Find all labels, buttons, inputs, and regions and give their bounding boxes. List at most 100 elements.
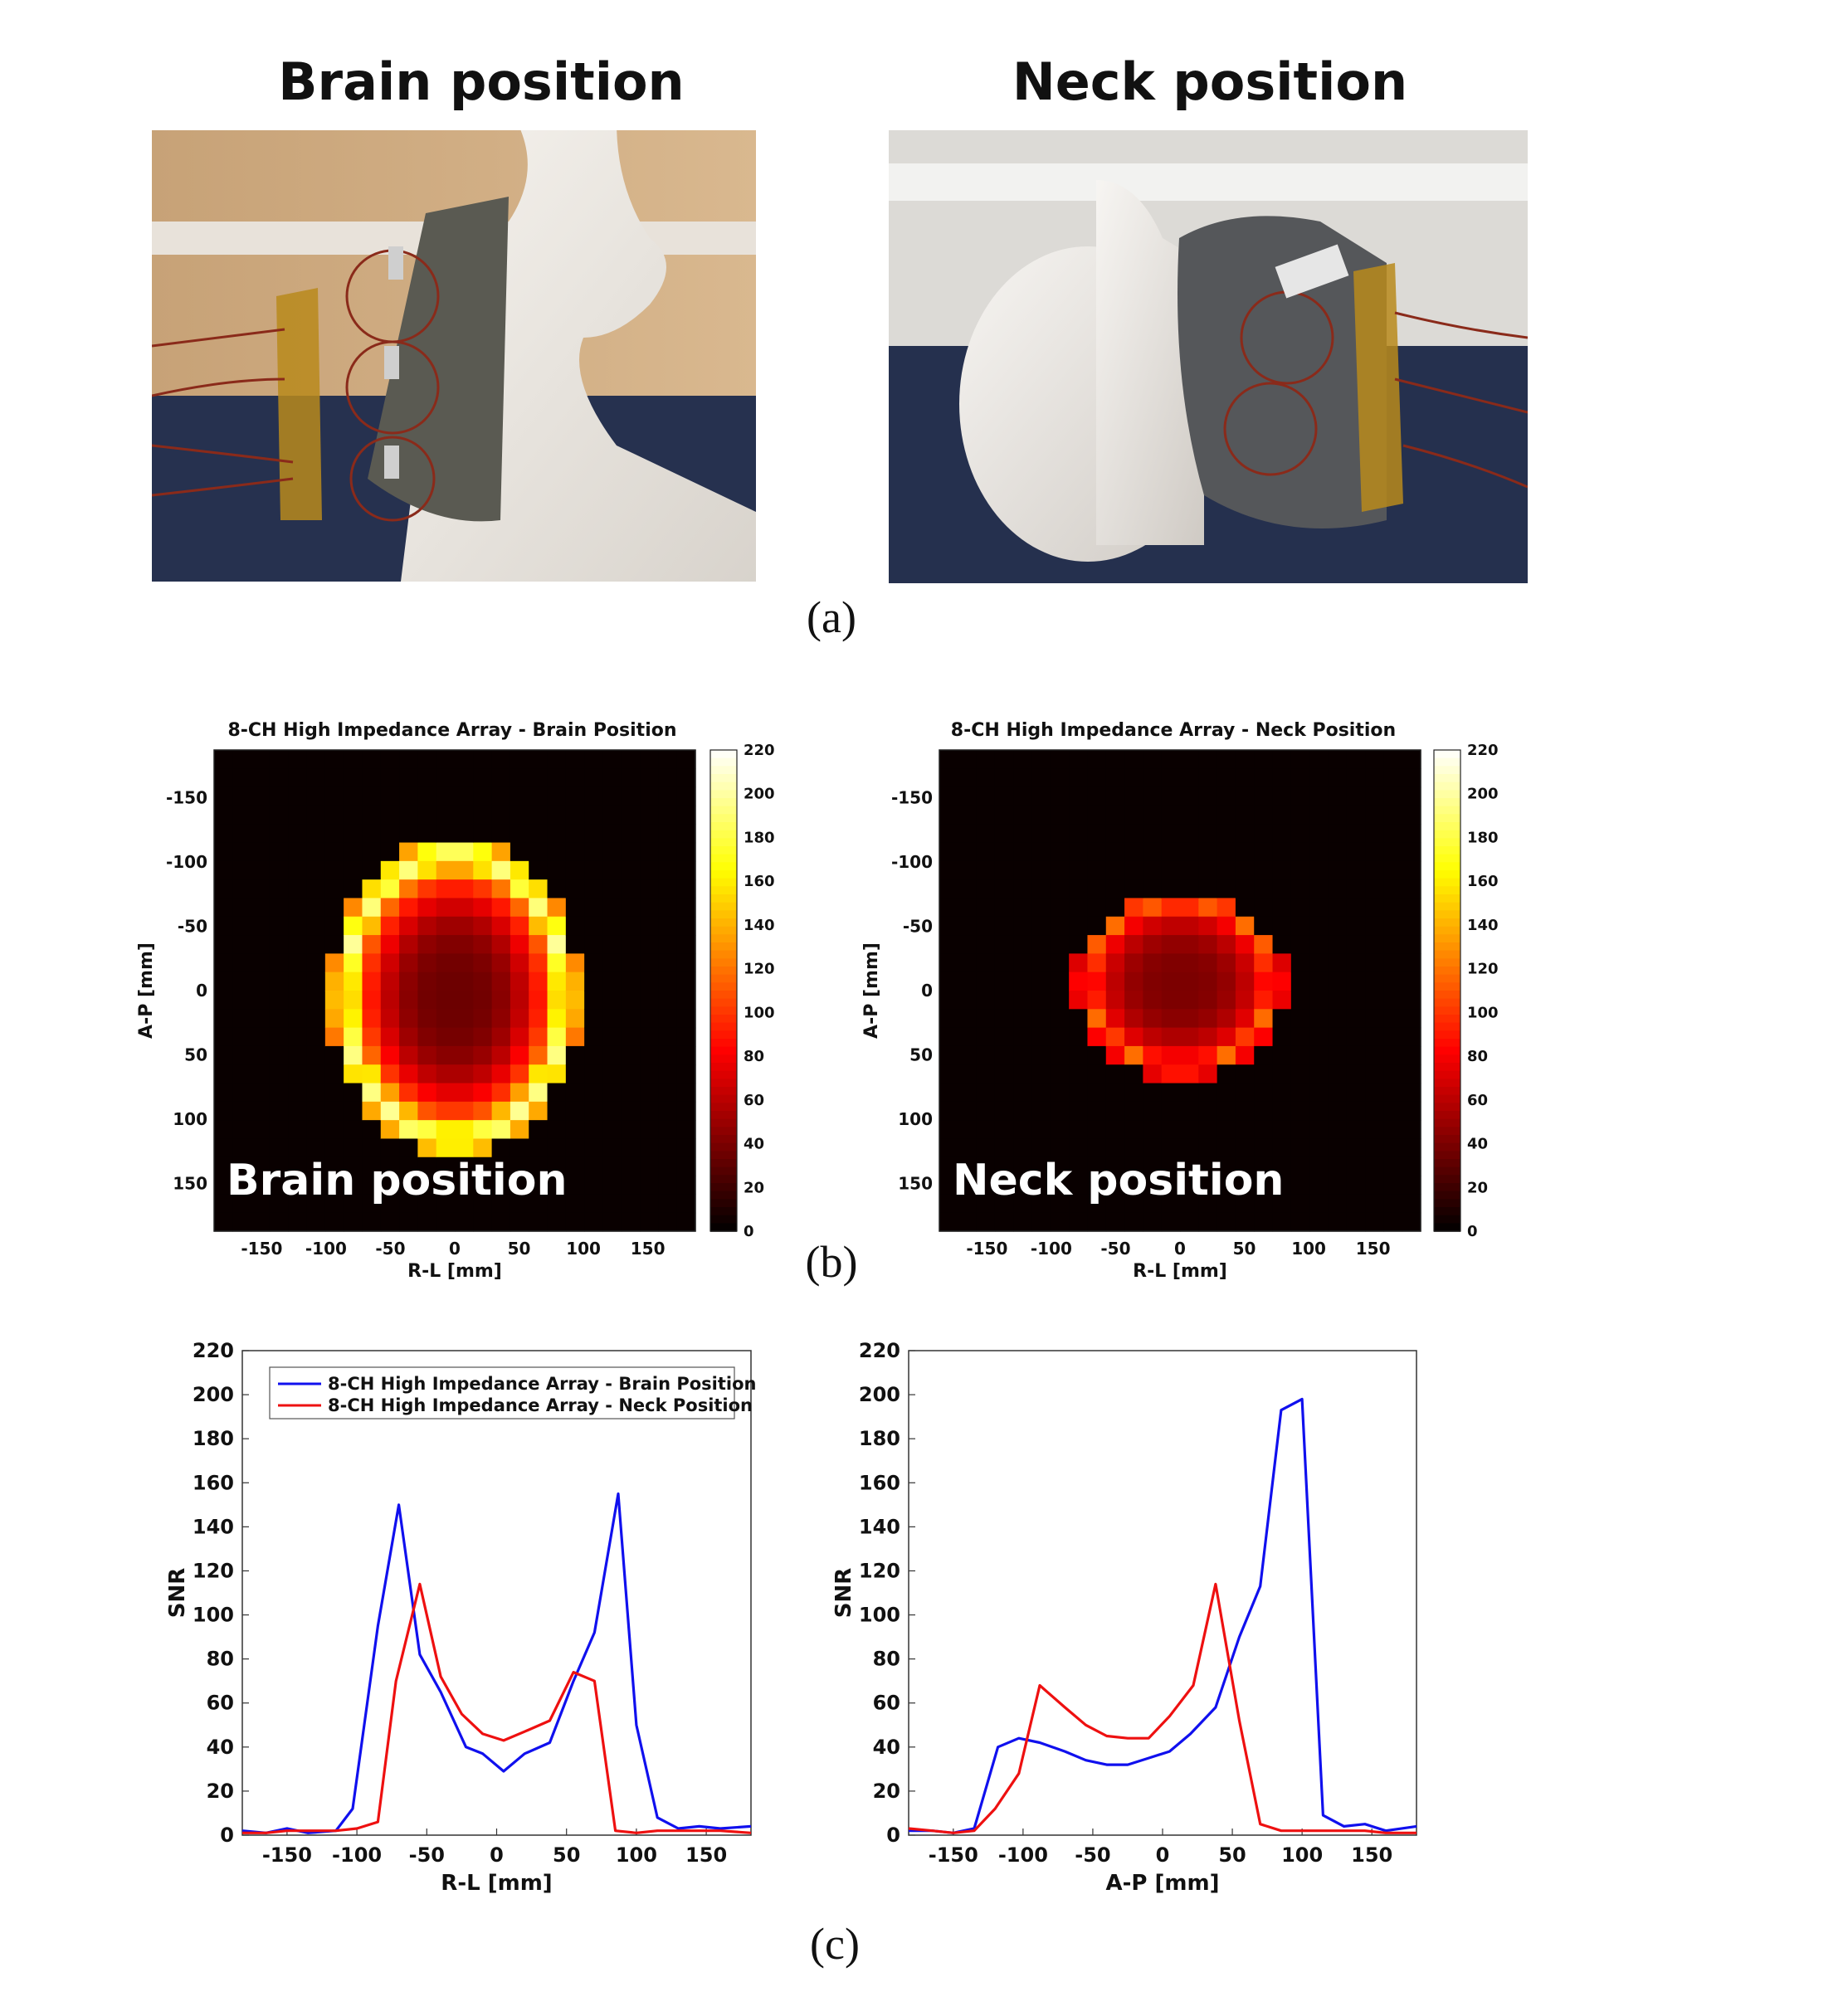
- heatmap-cell: [344, 1157, 363, 1176]
- heatmap-cell: [1013, 805, 1033, 825]
- heatmap-cell: [344, 1120, 363, 1140]
- heatmap-cell: [344, 1101, 363, 1121]
- heatmap-cell: [417, 916, 437, 936]
- heatmap-cell: [251, 1194, 271, 1214]
- heatmap-cell: [1328, 935, 1348, 954]
- heatmap-cell: [269, 1083, 289, 1103]
- heatmap-cell: [232, 935, 252, 954]
- heatmap-cell: [547, 750, 567, 769]
- heatmap-cell: [565, 1009, 585, 1029]
- plot-x-tick: 100: [1281, 1843, 1323, 1867]
- heatmap-cell: [473, 1083, 493, 1103]
- heatmap-cell: [658, 1064, 678, 1084]
- heatmap-cell: [269, 953, 289, 973]
- colorbar-segment: [1434, 774, 1460, 783]
- heatmap-cell: [1161, 953, 1181, 973]
- heatmap-cell: [584, 1212, 604, 1232]
- heatmap-cell: [1124, 991, 1143, 1010]
- heatmap-cell: [1402, 1176, 1421, 1195]
- heatmap-cell: [232, 898, 252, 918]
- heatmap-y-tick: 0: [921, 981, 933, 1001]
- heatmap-cell: [1402, 916, 1421, 936]
- heatmap-cell: [1272, 824, 1292, 844]
- heatmap-cell: [1031, 786, 1051, 806]
- heatmap-cell: [1198, 1157, 1218, 1176]
- heatmap-cell: [565, 1027, 585, 1047]
- heatmap-cell: [306, 1045, 326, 1065]
- heatmap-cell: [251, 1176, 271, 1195]
- heatmap-cell: [547, 842, 567, 862]
- heatmap-cell: [1013, 1212, 1033, 1232]
- legend-box: [269, 1366, 735, 1419]
- heatmap-cell: [958, 750, 978, 769]
- heatmap-cell: [344, 971, 363, 991]
- heatmap-cell: [510, 916, 529, 936]
- heatmap-cell: [510, 1120, 529, 1140]
- heatmap-cell: [1365, 842, 1384, 862]
- heatmap-cell: [324, 842, 344, 862]
- heatmap-cell: [658, 860, 678, 880]
- heatmap-cell: [547, 860, 567, 880]
- heatmap-cell: [436, 1212, 456, 1232]
- heatmap-cell: [1383, 1176, 1403, 1195]
- heatmap-cell: [1272, 953, 1292, 973]
- heatmap-cell: [1235, 1083, 1255, 1103]
- heatmap-cell: [399, 1138, 418, 1158]
- heatmap-cell: [324, 971, 344, 991]
- heatmap-cell: [436, 750, 456, 769]
- heatmap-y-tick: -100: [166, 852, 207, 872]
- heatmap-cell: [1383, 860, 1403, 880]
- heatmap-cell: [436, 842, 456, 862]
- heatmap-cell: [1346, 953, 1366, 973]
- heatmap-cell: [676, 1138, 696, 1158]
- heatmap-x-tick: -150: [966, 1239, 1007, 1259]
- colorbar-segment: [1434, 782, 1460, 791]
- heatmap-cell: [1383, 1101, 1403, 1121]
- heatmap-cell: [994, 1027, 1014, 1047]
- heatmap-cell: [306, 953, 326, 973]
- colorbar-segment: [1434, 814, 1460, 823]
- heatmap-cell: [1346, 768, 1366, 788]
- heatmap-x-tick: -50: [375, 1239, 405, 1259]
- heatmap-cell: [491, 1176, 511, 1195]
- heatmap-cell: [1143, 879, 1163, 899]
- heatmap-cell: [1013, 1157, 1033, 1176]
- heatmap-cell: [1143, 750, 1163, 769]
- heatmap-cell: [565, 1176, 585, 1195]
- heatmap-cell: [399, 1045, 418, 1065]
- heatmap-cell: [529, 935, 549, 954]
- heatmap-cell: [1105, 1045, 1125, 1065]
- colorbar-segment: [710, 1159, 737, 1168]
- heatmap-cell: [1050, 1009, 1070, 1029]
- heatmap-cell: [1105, 953, 1125, 973]
- heatmap-cell: [269, 1101, 289, 1121]
- heatmap-cell: [1290, 860, 1310, 880]
- colorbar-segment: [710, 991, 737, 1000]
- heatmap-cell: [640, 1194, 659, 1214]
- heatmap-cell: [1105, 1064, 1125, 1084]
- heatmap-cell: [288, 991, 308, 1010]
- heatmap-cell: [251, 860, 271, 880]
- heatmap-cell: [1069, 786, 1089, 806]
- heatmap-cell: [658, 1176, 678, 1195]
- heatmap-cell: [399, 1212, 418, 1232]
- heatmap-cell: [362, 991, 382, 1010]
- heatmap-cell: [1087, 916, 1107, 936]
- heatmap-cell: [1180, 805, 1199, 825]
- heatmap-cell: [1365, 1176, 1384, 1195]
- heatmap-cell: [324, 935, 344, 954]
- plot-x-label: A-P [mm]: [1106, 1871, 1220, 1896]
- heatmap-cell: [251, 1101, 271, 1121]
- heatmap-cell: [1235, 953, 1255, 973]
- heatmap-cell: [1143, 1157, 1163, 1176]
- heatmap-cell: [1346, 1157, 1366, 1176]
- heatmap-cell: [362, 879, 382, 899]
- heatmap-cell: [344, 842, 363, 862]
- heatmap-cell: [399, 898, 418, 918]
- colorbar-segment: [710, 1199, 737, 1208]
- heatmap-cell: [417, 879, 437, 899]
- heatmap-cell: [1290, 1045, 1310, 1065]
- heatmap-cell: [306, 1138, 326, 1158]
- heatmap-cell: [510, 898, 529, 918]
- heatmap-y-tick: -150: [891, 787, 933, 807]
